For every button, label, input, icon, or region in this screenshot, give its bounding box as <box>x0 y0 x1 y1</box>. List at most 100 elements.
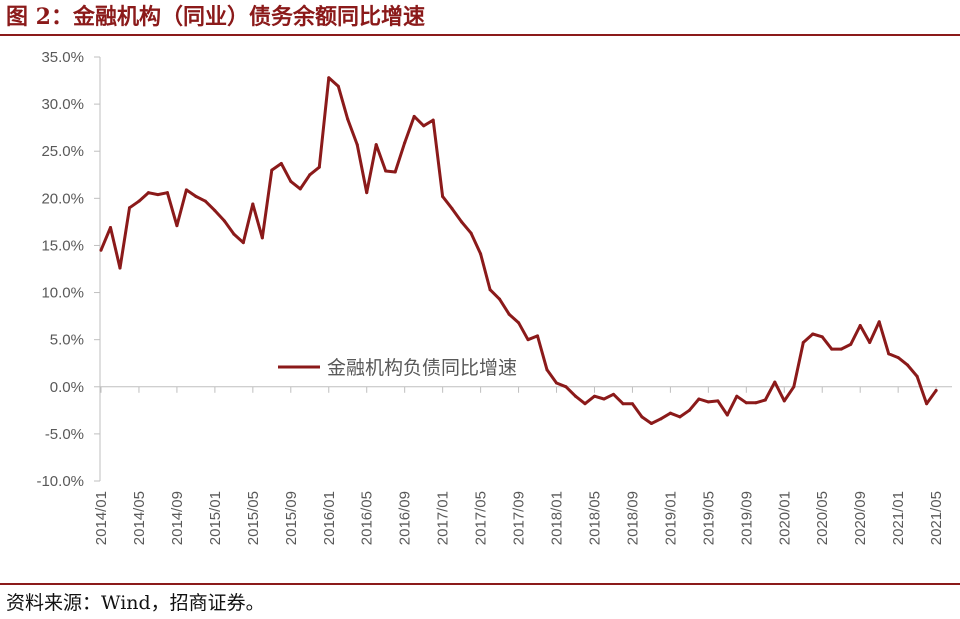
series-line <box>99 76 938 425</box>
y-tick-label: 20.0% <box>41 190 84 207</box>
data-point <box>165 191 169 195</box>
data-point <box>175 224 179 228</box>
data-point <box>555 381 559 385</box>
data-point <box>830 347 834 351</box>
data-point <box>887 352 891 356</box>
data-point <box>621 402 625 406</box>
data-point <box>213 209 217 213</box>
data-point <box>697 397 701 401</box>
data-point <box>906 363 910 367</box>
y-tick-label: 15.0% <box>41 237 84 254</box>
x-tick-label: 2019/09 <box>738 491 755 545</box>
data-point <box>687 408 691 412</box>
data-point <box>184 188 188 192</box>
data-point <box>915 374 919 378</box>
data-point <box>773 380 777 384</box>
data-point <box>517 321 521 325</box>
data-point <box>298 187 302 191</box>
data-point <box>763 398 767 402</box>
x-tick-label: 2014/01 <box>93 491 110 545</box>
data-point <box>744 401 748 405</box>
data-point <box>735 394 739 398</box>
data-point <box>820 335 824 339</box>
data-point <box>317 165 321 169</box>
data-point <box>868 340 872 344</box>
line-chart: 35.0% 30.0% 25.0% 20.0% 15.0% 10.0% 5.0% 0.0% -5… <box>36 49 952 545</box>
data-point <box>156 193 160 197</box>
data-point <box>222 219 226 223</box>
x-tick-label: 2018/01 <box>549 491 566 545</box>
x-tick-label: 2020/05 <box>814 491 831 545</box>
data-point <box>592 394 596 398</box>
legend: 金融机构负债同比增速 <box>278 357 517 379</box>
data-point <box>412 114 416 118</box>
data-point <box>649 422 653 426</box>
data-point <box>498 297 502 301</box>
y-tick-label: 35.0% <box>41 49 84 66</box>
data-point <box>725 413 729 417</box>
x-tick-label: 2018/09 <box>624 491 641 545</box>
data-point <box>716 399 720 403</box>
x-tick-label: 2021/05 <box>928 491 945 545</box>
data-point <box>336 84 340 88</box>
data-point <box>811 332 815 336</box>
data-point <box>849 342 853 346</box>
data-point <box>611 392 615 396</box>
x-tick-label: 2021/01 <box>890 491 907 545</box>
legend-label: 金融机构负债同比增速 <box>327 357 517 379</box>
y-axis: 35.0% 30.0% 25.0% 20.0% 15.0% 10.0% 5.0% 0.0% -5… <box>36 49 101 490</box>
data-point <box>374 143 378 147</box>
data-point <box>754 401 758 405</box>
x-tick-label: 2017/05 <box>473 491 490 545</box>
y-tick-label: 10.0% <box>41 285 84 302</box>
data-point <box>431 118 435 122</box>
y-tick-label: 5.0% <box>50 332 84 349</box>
data-point <box>801 340 805 344</box>
data-point <box>545 368 549 372</box>
data-point <box>536 334 540 338</box>
data-point <box>127 206 131 210</box>
data-point <box>203 199 207 203</box>
y-tick-label: -10.0% <box>36 473 84 490</box>
data-point <box>251 202 255 206</box>
data-point <box>99 248 103 252</box>
data-point <box>782 399 786 403</box>
data-point <box>241 241 245 245</box>
data-point <box>441 194 445 198</box>
data-point <box>146 191 150 195</box>
data-point <box>469 231 473 235</box>
y-tick-label: 0.0% <box>50 379 84 396</box>
x-tick-label: 2017/09 <box>511 491 528 545</box>
data-point <box>678 415 682 419</box>
source-note: 资料来源：Wind，招商证券。 <box>6 592 265 614</box>
x-tick-label: 2019/05 <box>700 491 717 545</box>
x-tick-label: 2020/01 <box>776 491 793 545</box>
data-point <box>279 161 283 165</box>
data-point <box>934 389 938 393</box>
data-point <box>355 143 359 147</box>
data-point <box>858 324 862 328</box>
data-point <box>346 117 350 121</box>
data-point <box>308 173 312 177</box>
data-point <box>488 288 492 292</box>
x-tick-label: 2015/01 <box>207 491 224 545</box>
x-tick-label: 2018/05 <box>586 491 603 545</box>
x-tick-label: 2017/01 <box>435 491 452 545</box>
data-point <box>583 402 587 406</box>
data-point <box>365 191 369 195</box>
data-point <box>574 394 577 398</box>
data-point <box>393 170 397 174</box>
data-point <box>327 76 331 80</box>
data-point <box>630 402 634 406</box>
data-point <box>526 338 530 342</box>
x-tick-label: 2019/01 <box>662 491 679 545</box>
data-point <box>877 320 881 324</box>
data-point <box>260 236 264 240</box>
data-point <box>706 400 710 404</box>
data-point <box>108 226 112 230</box>
data-point <box>450 207 454 211</box>
data-point <box>460 220 464 224</box>
data-point <box>403 141 407 145</box>
data-point <box>564 385 568 389</box>
data-point <box>118 266 122 270</box>
